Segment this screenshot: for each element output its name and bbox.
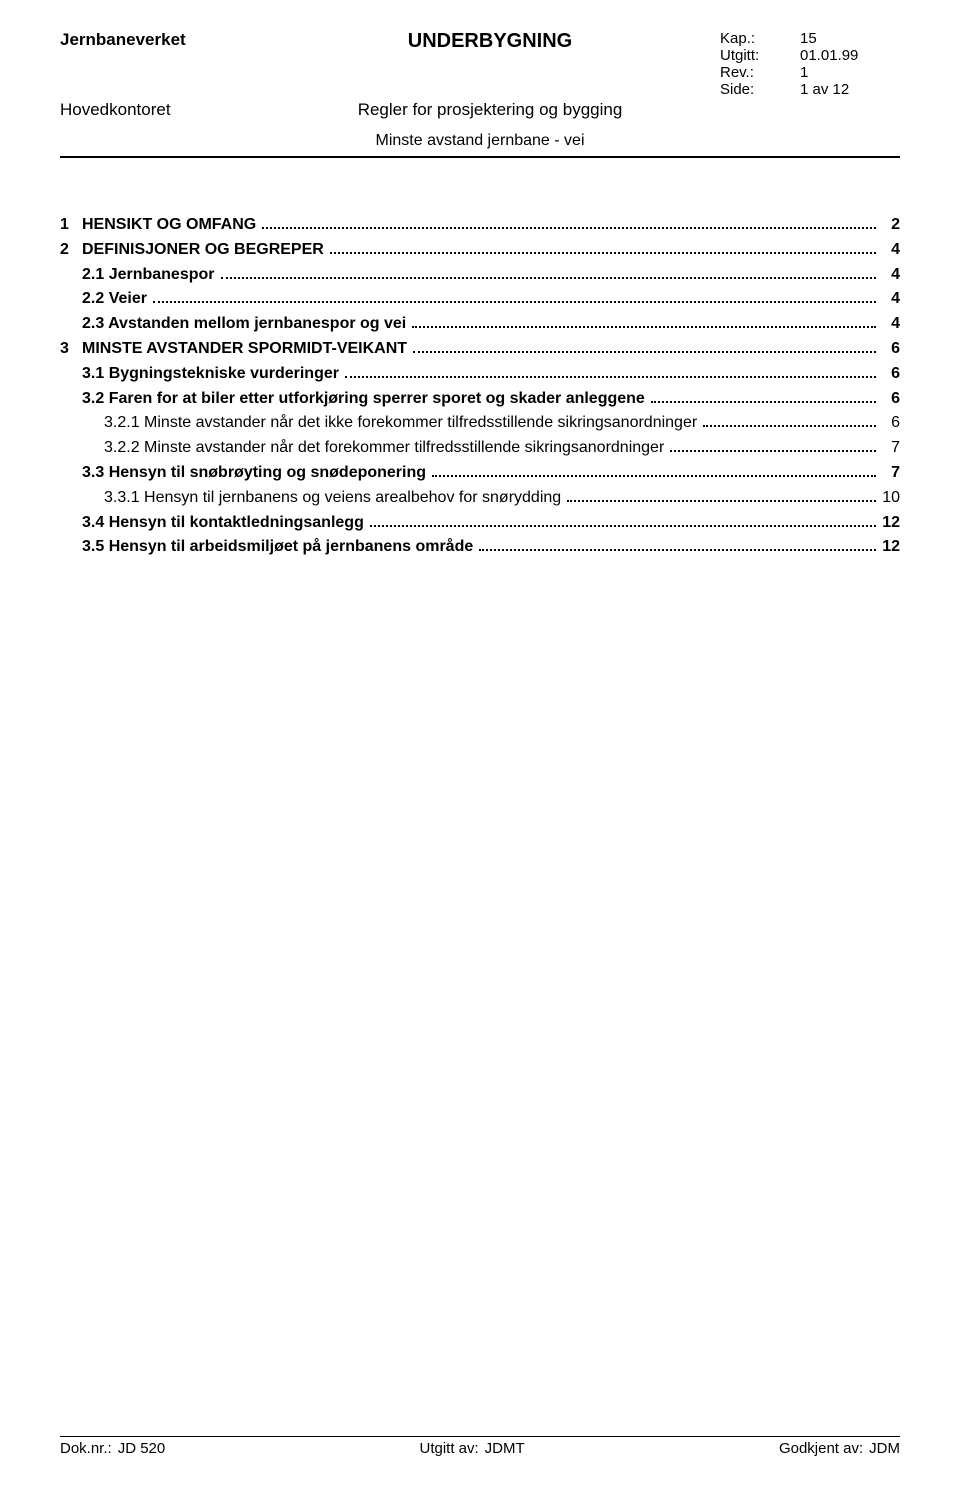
footer-utgitt: Utgitt av: JDMT: [419, 1440, 524, 1457]
toc-entry: 3.2 Faren for at biler etter utforkjørin…: [60, 387, 900, 412]
toc-entry: 3.2.2 Minste avstander når det forekomme…: [60, 436, 900, 461]
meta-label: Side:: [720, 81, 780, 98]
meta-value: 1: [780, 64, 900, 81]
toc-leader-dots: [703, 415, 876, 428]
document-title: UNDERBYGNING: [260, 30, 720, 53]
toc-leader-dots: [670, 439, 876, 452]
toc-entry: 1HENSIKT OG OMFANG 2: [60, 213, 900, 238]
toc-label: 3.5 Hensyn til arbeidsmiljøet på jernban…: [82, 535, 477, 560]
toc-leader-dots: [345, 365, 876, 378]
meta-chapter: Kap.: 15: [720, 30, 900, 47]
toc-label: 2.3 Avstanden mellom jernbanespor og vei: [82, 312, 410, 337]
toc-leader-dots: [262, 216, 876, 229]
organization-sub: Hovedkontoret: [60, 100, 260, 120]
toc-leader-dots: [432, 464, 876, 477]
toc-page: 4: [878, 287, 900, 312]
toc-page: 4: [878, 238, 900, 263]
footer-label: Utgitt av:: [419, 1440, 478, 1457]
toc-label: 3.3.1 Hensyn til jernbanens og veiens ar…: [104, 486, 565, 511]
header-divider: [60, 156, 900, 158]
toc-label: 3.2.2 Minste avstander når det forekomme…: [104, 436, 668, 461]
toc-number: 2: [60, 238, 82, 263]
toc-label: 2.2 Veier: [82, 287, 151, 312]
toc-page: 2: [878, 213, 900, 238]
footer-godkjent: Godkjent av: JDM: [779, 1440, 900, 1457]
table-of-contents: 1HENSIKT OG OMFANG22DEFINISJONER OG BEGR…: [60, 213, 900, 560]
toc-label: 3.3 Hensyn til snøbrøyting og snødeponer…: [82, 461, 430, 486]
toc-entry: 2DEFINISJONER OG BEGREPER 4: [60, 238, 900, 263]
toc-label: 3.4 Hensyn til kontaktledningsanlegg: [82, 511, 368, 536]
toc-page: 10: [878, 486, 900, 511]
toc-leader-dots: [479, 539, 876, 552]
toc-label: DEFINISJONER OG BEGREPER: [82, 238, 328, 263]
toc-entry: 3.3 Hensyn til snøbrøyting og snødeponer…: [60, 461, 900, 486]
toc-label: 3.2 Faren for at biler etter utforkjørin…: [82, 387, 649, 412]
toc-entry: 3.3.1 Hensyn til jernbanens og veiens ar…: [60, 486, 900, 511]
section-title: Minste avstand jernbane - vei: [376, 132, 585, 150]
toc-label: 3.2.1 Minste avstander når det ikke fore…: [104, 411, 701, 436]
toc-label: MINSTE AVSTANDER SPORMIDT-VEIKANT: [82, 337, 411, 362]
footer-doknr: Dok.nr.: JD 520: [60, 1440, 165, 1457]
meta-label: Utgitt:: [720, 47, 780, 64]
toc-page: 4: [878, 263, 900, 288]
toc-leader-dots: [413, 340, 876, 353]
toc-entry: 3.5 Hensyn til arbeidsmiljøet på jernban…: [60, 535, 900, 560]
meta-value: 1 av 12: [780, 81, 900, 98]
toc-page: 6: [878, 411, 900, 436]
toc-entry: 3.1 Bygningstekniske vurderinger 6: [60, 362, 900, 387]
toc-entry: 3.4 Hensyn til kontaktledningsanlegg 12: [60, 511, 900, 536]
toc-leader-dots: [370, 514, 876, 527]
toc-leader-dots: [567, 489, 876, 502]
toc-label: 2.1 Jernbanespor: [82, 263, 219, 288]
footer-label: Godkjent av:: [779, 1440, 863, 1457]
toc-page: 7: [878, 436, 900, 461]
toc-number: 3: [60, 337, 82, 362]
footer-value: JDMT: [485, 1440, 525, 1457]
toc-leader-dots: [651, 390, 876, 403]
toc-page: 6: [878, 362, 900, 387]
meta-label: Kap.:: [720, 30, 780, 47]
toc-page: 7: [878, 461, 900, 486]
toc-page: 6: [878, 337, 900, 362]
document-footer: Dok.nr.: JD 520 Utgitt av: JDMT Godkjent…: [60, 1436, 900, 1457]
toc-number: 1: [60, 213, 82, 238]
header-row-2: Hovedkontoret Regler for prosjektering o…: [60, 100, 900, 120]
meta-value: 15: [780, 30, 900, 47]
meta-page: Side: 1 av 12: [720, 81, 900, 98]
toc-leader-dots: [330, 241, 876, 254]
footer-label: Dok.nr.:: [60, 1440, 112, 1457]
toc-entry: 3MINSTE AVSTANDER SPORMIDT-VEIKANT 6: [60, 337, 900, 362]
meta-revision: Rev.: 1: [720, 64, 900, 81]
toc-leader-dots: [412, 315, 876, 328]
toc-label: HENSIKT OG OMFANG: [82, 213, 260, 238]
toc-page: 6: [878, 387, 900, 412]
toc-page: 12: [878, 511, 900, 536]
meta-issued: Utgitt: 01.01.99: [720, 47, 900, 64]
toc-page: 12: [878, 535, 900, 560]
toc-leader-dots: [221, 266, 877, 279]
toc-leader-dots: [153, 291, 876, 304]
toc-page: 4: [878, 312, 900, 337]
toc-entry: 3.2.1 Minste avstander når det ikke fore…: [60, 411, 900, 436]
footer-value: JD 520: [118, 1440, 166, 1457]
footer-value: JDM: [869, 1440, 900, 1457]
document-subtitle: Regler for prosjektering og bygging: [260, 100, 720, 120]
organization-name: Jernbaneverket: [60, 30, 260, 50]
header-row-1: Jernbaneverket UNDERBYGNING Kap.: 15 Utg…: [60, 30, 900, 98]
toc-entry: 2.1 Jernbanespor 4: [60, 263, 900, 288]
toc-entry: 2.3 Avstanden mellom jernbanespor og vei…: [60, 312, 900, 337]
meta-label: Rev.:: [720, 64, 780, 81]
footer-divider: [60, 1436, 900, 1437]
header-row-3: Minste avstand jernbane - vei: [60, 132, 900, 150]
meta-value: 01.01.99: [780, 47, 900, 64]
toc-entry: 2.2 Veier 4: [60, 287, 900, 312]
toc-label: 3.1 Bygningstekniske vurderinger: [82, 362, 343, 387]
metadata-block: Kap.: 15 Utgitt: 01.01.99 Rev.: 1 Side: …: [720, 30, 900, 98]
document-header: Jernbaneverket UNDERBYGNING Kap.: 15 Utg…: [60, 30, 900, 158]
footer-row: Dok.nr.: JD 520 Utgitt av: JDMT Godkjent…: [60, 1440, 900, 1457]
